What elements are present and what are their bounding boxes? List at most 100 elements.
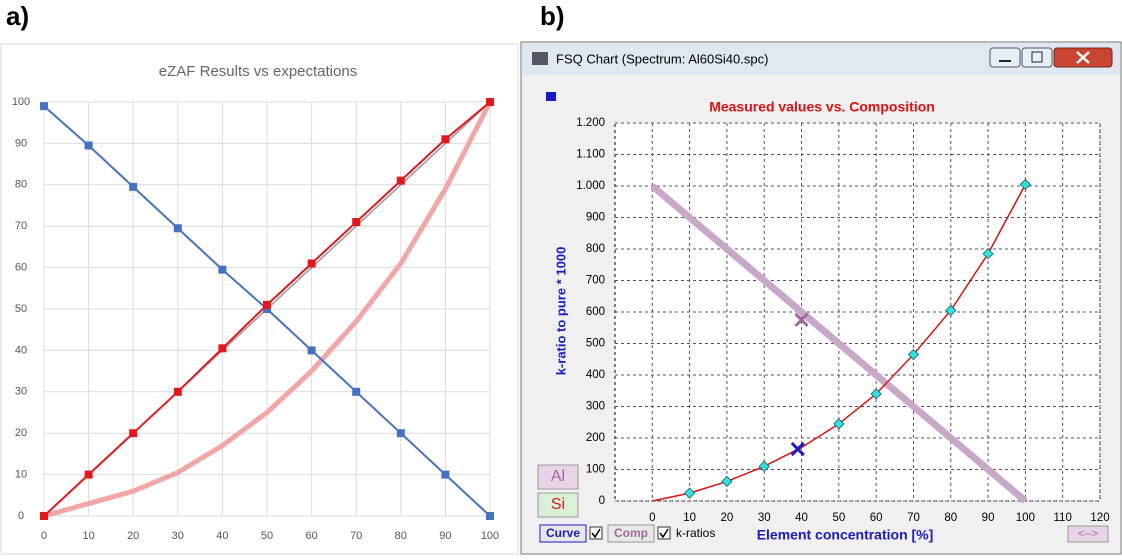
marker: [982, 248, 994, 260]
panel-label: a): [6, 1, 29, 31]
marker: [263, 305, 271, 313]
y-tick-label: 100: [12, 96, 30, 108]
y-tick-label: 1.000: [576, 180, 605, 192]
y-tick-label: 1.200: [576, 117, 605, 129]
marker: [486, 512, 494, 520]
y-tick-label: 60: [15, 262, 27, 274]
marker: [396, 429, 405, 438]
y-tick-label: 0: [599, 495, 605, 507]
x-tick-label: 100: [1016, 512, 1035, 524]
maximize-button[interactable]: [1021, 47, 1053, 68]
series-line: [650, 183, 1028, 504]
y-tick-label: 900: [586, 212, 605, 224]
chart-title: eZAF Results vs expectations: [159, 63, 357, 80]
marker: [794, 312, 809, 327]
marker: [790, 441, 805, 457]
marker: [352, 218, 361, 227]
curve-label: Curve: [546, 526, 580, 540]
y-tick-label: 20: [15, 427, 27, 439]
marker: [173, 387, 182, 396]
checkbox[interactable]: [657, 526, 671, 540]
series-line: [43, 100, 493, 519]
panel-label: b): [540, 1, 565, 31]
marker: [870, 388, 882, 400]
y-tick-label: 800: [586, 243, 605, 255]
y-tick-label: 50: [15, 303, 27, 315]
marker: [307, 259, 316, 268]
x-tick-label: 30: [758, 512, 771, 524]
x-tick-label: 0: [649, 512, 655, 524]
y-tick-label: 90: [15, 137, 27, 149]
marker: [945, 304, 957, 316]
y-tick-label: 500: [586, 338, 605, 350]
element-button[interactable]: [537, 464, 579, 490]
k-ratios-label: k-ratios: [676, 526, 715, 540]
element-button-label: Al: [551, 468, 565, 485]
y-tick-label: 300: [586, 401, 605, 413]
x-tick-label: 30: [172, 530, 184, 542]
y-tick-label: 700: [586, 275, 605, 287]
element-button-label: Si: [551, 496, 565, 513]
x-axis-label: Element concentration [%]: [757, 527, 934, 543]
close-icon: [1076, 51, 1090, 64]
y-axis-label: k-ratio to pure * 1000: [553, 247, 568, 376]
y-tick-label: 400: [586, 369, 605, 381]
x-tick-label: 40: [795, 512, 808, 524]
maximize-icon: [1031, 51, 1043, 63]
marker: [218, 265, 227, 274]
marker: [307, 346, 316, 355]
x-tick-label: 10: [683, 512, 696, 524]
marker: [833, 418, 845, 430]
y-tick-label: 10: [15, 469, 27, 481]
y-tick-label: 0: [18, 510, 24, 522]
marker: [263, 300, 271, 309]
y-tick-label: 600: [586, 306, 605, 318]
x-tick-label: 10: [82, 530, 94, 542]
y-tick-label: 70: [15, 220, 27, 232]
x-tick-label: 70: [907, 512, 920, 524]
check: [591, 528, 601, 539]
x-tick-label: 100: [481, 530, 499, 542]
toolbar-icon[interactable]: [546, 92, 556, 101]
comp-button[interactable]: [607, 524, 655, 543]
x-tick-label: 120: [1090, 512, 1109, 524]
x-tick-label: 60: [305, 530, 317, 542]
x-tick-label: 70: [350, 530, 362, 542]
marker: [352, 387, 361, 396]
marker: [84, 141, 93, 150]
x-tick-label: 110: [1054, 512, 1072, 524]
marker: [173, 224, 182, 233]
marker: [129, 429, 138, 438]
marker: [684, 487, 696, 499]
x-tick-label: 80: [944, 512, 957, 524]
marker: [40, 512, 48, 520]
x-tick-label: 50: [832, 512, 845, 524]
marker: [40, 102, 48, 111]
x-tick-label: 90: [982, 512, 995, 524]
comp-label: Comp: [614, 526, 648, 540]
marker: [907, 348, 920, 361]
x-tick-label: 20: [127, 530, 139, 542]
x-tick-label: 80: [395, 530, 407, 542]
y-tick-label: 1.100: [576, 149, 605, 161]
marker: [441, 135, 450, 144]
x-tick-label: 20: [721, 512, 734, 524]
minimize-button[interactable]: [989, 47, 1021, 68]
window-title: FSQ Chart (Spectrum: Al60Si40.spc): [556, 51, 768, 66]
element-button[interactable]: [537, 492, 579, 518]
y-tick-label: 30: [15, 386, 27, 398]
checkbox[interactable]: [589, 526, 603, 540]
marker: [84, 470, 93, 479]
check: [659, 528, 669, 539]
curve-button[interactable]: [539, 524, 587, 543]
chart-frame: [0, 43, 519, 555]
scroll-button[interactable]: [1067, 525, 1109, 543]
scroll-label: <-->: [1078, 528, 1098, 540]
chart-title: Measured values vs. Composition: [709, 99, 935, 115]
x-tick-label: 90: [439, 530, 451, 542]
y-tick-label: 40: [15, 344, 27, 356]
marker: [758, 460, 770, 472]
marker: [218, 344, 227, 353]
marker: [396, 176, 405, 185]
marker: [1019, 178, 1031, 190]
